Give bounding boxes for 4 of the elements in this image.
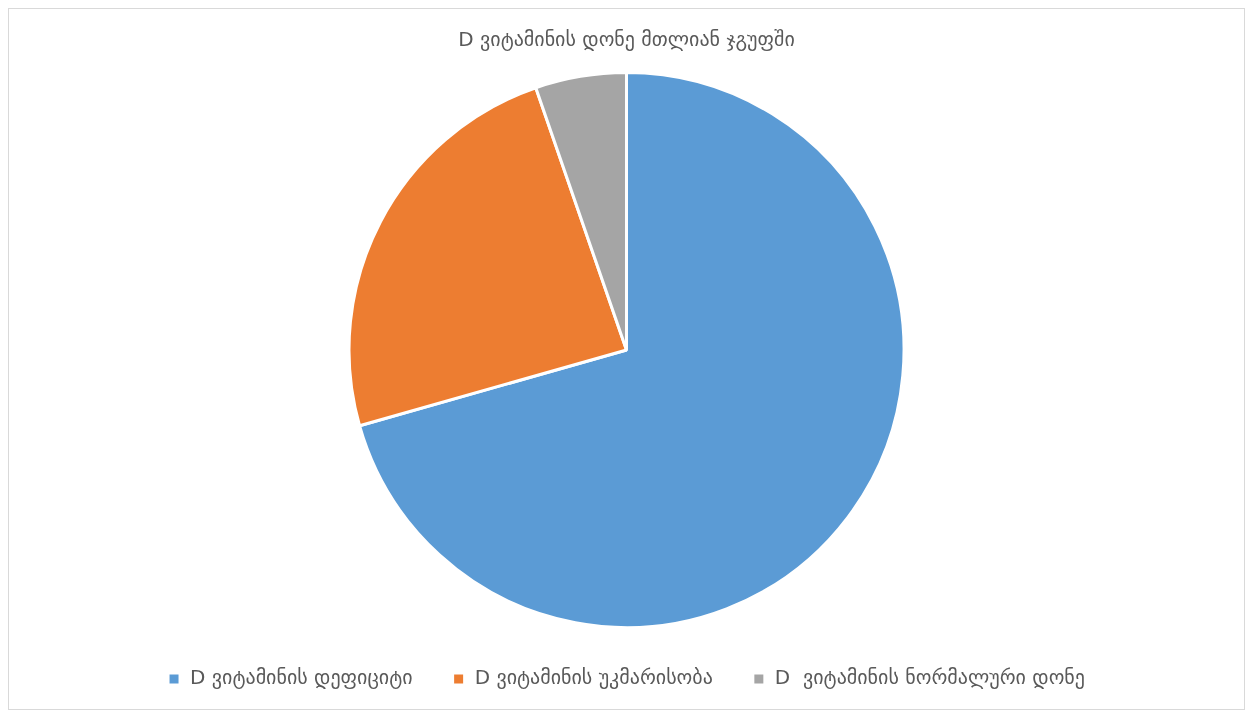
legend-label: D ვიტამინის უკმარისობა (474, 665, 713, 690)
chart-title: D ვიტამინის დონე მთლიან ჯგუფში (458, 27, 795, 52)
legend-label: D ვიტამინის ნორმალური დონე (774, 665, 1085, 690)
legend-label: D ვიტამინის დეფიციტი (190, 665, 413, 690)
